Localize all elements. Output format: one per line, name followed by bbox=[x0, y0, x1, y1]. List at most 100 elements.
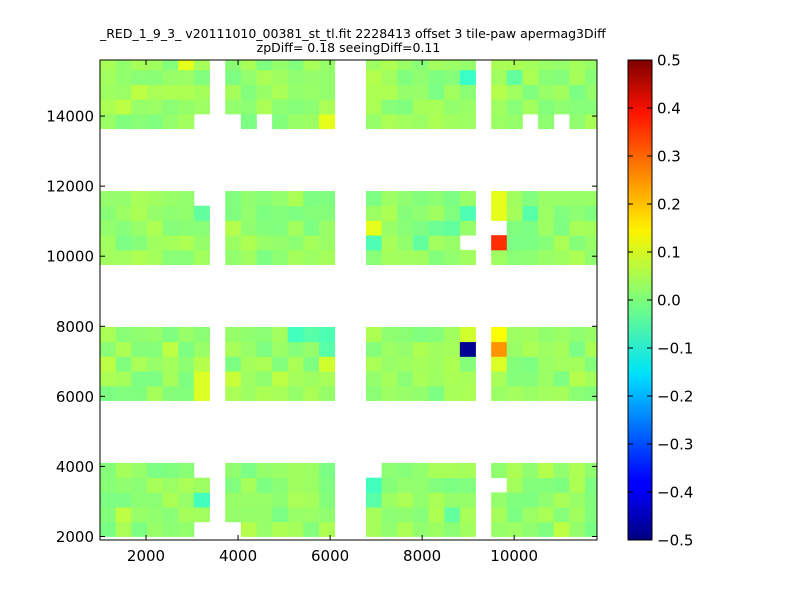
heatmap-cell bbox=[538, 477, 555, 493]
heatmap-cell bbox=[569, 492, 586, 508]
heatmap-cell bbox=[240, 492, 257, 508]
heatmap-cell bbox=[585, 60, 597, 71]
heatmap-cell bbox=[240, 205, 257, 221]
heatmap-cell bbox=[240, 521, 257, 537]
heatmap-cell bbox=[131, 507, 148, 523]
heatmap-cell bbox=[428, 249, 445, 266]
heatmap-cell bbox=[146, 521, 163, 537]
heatmap-cell bbox=[491, 341, 508, 357]
heatmap-cell bbox=[381, 371, 398, 387]
heatmap-cell bbox=[397, 326, 414, 343]
heatmap-cell bbox=[100, 521, 117, 537]
heatmap-cell bbox=[146, 371, 163, 387]
heatmap-cell bbox=[585, 113, 597, 130]
heatmap-cell bbox=[303, 326, 320, 343]
heatmap-cell bbox=[459, 371, 476, 387]
heatmap-cell bbox=[115, 341, 132, 357]
heatmap-cell bbox=[538, 385, 555, 401]
heatmap-cell bbox=[287, 235, 304, 251]
x-tick-label: 2000 bbox=[127, 547, 165, 565]
heatmap-cell bbox=[459, 220, 476, 236]
heatmap-cell bbox=[569, 462, 586, 479]
heatmap-cell bbox=[146, 492, 163, 508]
heatmap-cell bbox=[115, 249, 132, 266]
x-tick-label: 4000 bbox=[219, 547, 257, 565]
heatmap-cell bbox=[303, 191, 320, 207]
heatmap-cell bbox=[319, 220, 336, 236]
heatmap-cell bbox=[365, 521, 383, 537]
heatmap-cell bbox=[115, 326, 132, 343]
heatmap-cell bbox=[444, 220, 461, 236]
heatmap-cell bbox=[256, 249, 273, 266]
heatmap-cell bbox=[397, 191, 414, 207]
heatmap-cell bbox=[428, 385, 445, 401]
heatmap-cell bbox=[193, 371, 210, 387]
heatmap-cell bbox=[146, 205, 163, 221]
heatmap-cell bbox=[569, 507, 586, 523]
heatmap-cell bbox=[319, 113, 336, 130]
heatmap-cell bbox=[256, 235, 273, 251]
heatmap-cell bbox=[381, 326, 398, 343]
heatmap-cell bbox=[287, 249, 304, 266]
heatmap-cell bbox=[100, 492, 117, 508]
heatmap-cell bbox=[225, 507, 242, 523]
heatmap-cell bbox=[225, 235, 242, 251]
heatmap-cell bbox=[162, 477, 179, 493]
heatmap-cell bbox=[256, 220, 273, 236]
heatmap-cell bbox=[225, 341, 242, 357]
heatmap-cells bbox=[100, 60, 597, 537]
heatmap-cell bbox=[412, 492, 429, 508]
heatmap-cell bbox=[162, 385, 179, 401]
heatmap-cell bbox=[444, 462, 461, 479]
heatmap-cell bbox=[319, 462, 336, 479]
heatmap-cell bbox=[522, 84, 539, 100]
heatmap-cell bbox=[381, 99, 398, 115]
heatmap-cell bbox=[272, 477, 289, 493]
heatmap-cell bbox=[522, 99, 539, 115]
heatmap-cell bbox=[256, 507, 273, 523]
heatmap-cell bbox=[444, 249, 461, 266]
heatmap-cell bbox=[459, 205, 476, 221]
heatmap-cell bbox=[272, 341, 289, 357]
heatmap-cell bbox=[240, 113, 257, 130]
heatmap-cell bbox=[506, 99, 523, 115]
heatmap-cell bbox=[397, 341, 414, 357]
heatmap-cell bbox=[287, 521, 304, 537]
heatmap-cell bbox=[569, 341, 586, 357]
heatmap-cell bbox=[444, 521, 461, 537]
heatmap-cell bbox=[193, 60, 210, 71]
heatmap-cell bbox=[146, 220, 163, 236]
heatmap-cell bbox=[553, 220, 570, 236]
heatmap-cell bbox=[131, 462, 148, 479]
heatmap-cell bbox=[162, 326, 179, 343]
heatmap-cell bbox=[319, 356, 336, 372]
heatmap-cell bbox=[319, 191, 336, 207]
heatmap-cell bbox=[287, 69, 304, 85]
colorbar-tick-label: 0.2 bbox=[657, 196, 681, 214]
heatmap-cell bbox=[162, 356, 179, 372]
heatmap-cell bbox=[444, 492, 461, 508]
heatmap-cell bbox=[553, 385, 570, 401]
heatmap-cell bbox=[522, 220, 539, 236]
heatmap-cell bbox=[178, 220, 195, 236]
heatmap-cell bbox=[193, 84, 210, 100]
heatmap-cell bbox=[506, 205, 523, 221]
heatmap-cell bbox=[381, 341, 398, 357]
colorbar-tick-label: 0.3 bbox=[657, 148, 681, 166]
heatmap-cell bbox=[162, 69, 179, 85]
heatmap-cell bbox=[131, 191, 148, 207]
heatmap-cell bbox=[319, 60, 336, 71]
heatmap-cell bbox=[459, 477, 476, 493]
heatmap-cell bbox=[287, 371, 304, 387]
heatmap-cell bbox=[225, 191, 242, 207]
heatmap-cell bbox=[585, 492, 597, 508]
heatmap-cell bbox=[538, 235, 555, 251]
heatmap-cell bbox=[240, 69, 257, 85]
heatmap-cell bbox=[569, 99, 586, 115]
heatmap-cell bbox=[115, 462, 132, 479]
heatmap-cell bbox=[553, 371, 570, 387]
heatmap-cell bbox=[319, 205, 336, 221]
heatmap-cell bbox=[569, 60, 586, 71]
heatmap-cell bbox=[381, 205, 398, 221]
